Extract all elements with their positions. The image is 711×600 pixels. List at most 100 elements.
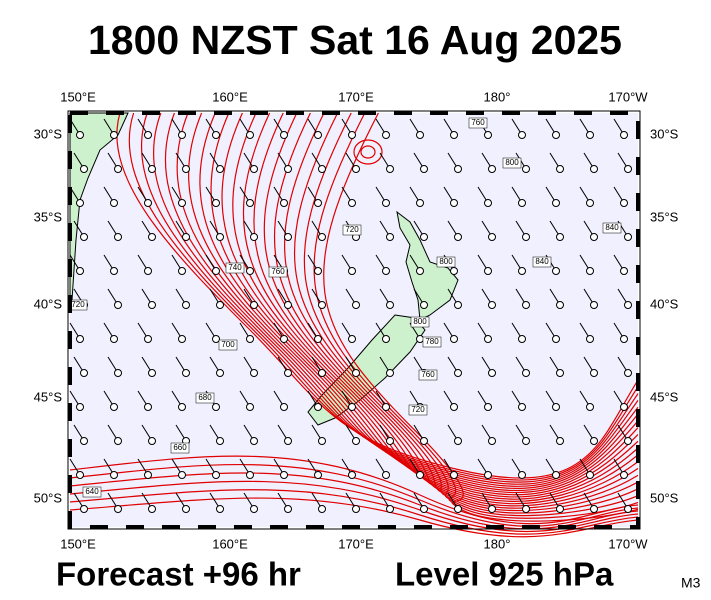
lat-label: 30°S	[34, 126, 63, 141]
station	[416, 131, 424, 139]
station	[212, 403, 220, 411]
station	[314, 267, 322, 275]
station	[624, 505, 632, 513]
station	[114, 437, 122, 445]
station	[386, 165, 394, 173]
station	[212, 335, 220, 343]
station	[182, 505, 190, 513]
station	[80, 437, 88, 445]
station	[284, 301, 292, 309]
station	[178, 267, 186, 275]
station	[590, 301, 598, 309]
station	[348, 131, 356, 139]
station	[284, 165, 292, 173]
station	[280, 403, 288, 411]
contour-label-box	[418, 369, 438, 381]
station	[314, 403, 322, 411]
station	[280, 199, 288, 207]
station	[280, 335, 288, 343]
station	[182, 369, 190, 377]
contour-label-box	[218, 339, 238, 351]
contour-label: 760	[471, 118, 485, 127]
contour	[69, 455, 639, 525]
station	[348, 471, 356, 479]
station	[76, 403, 84, 411]
contour-label-box	[436, 256, 456, 268]
station	[318, 165, 326, 173]
station	[216, 233, 224, 241]
station	[556, 369, 564, 377]
contour-label: 800	[505, 158, 519, 167]
station	[352, 165, 360, 173]
station	[454, 233, 462, 241]
contour-label: 760	[271, 267, 285, 276]
station	[624, 369, 632, 377]
contour	[116, 112, 639, 479]
station	[518, 471, 526, 479]
station	[114, 369, 122, 377]
station	[148, 233, 156, 241]
station	[488, 233, 496, 241]
station	[216, 505, 224, 513]
station	[552, 267, 560, 275]
station	[454, 301, 462, 309]
title: 1800 NZST Sat 16 Aug 2025	[88, 17, 622, 63]
station	[314, 471, 322, 479]
station	[318, 505, 326, 513]
station	[624, 437, 632, 445]
contour-label: 720	[411, 405, 425, 414]
contour-label-box	[408, 404, 428, 416]
station	[450, 471, 458, 479]
station	[348, 267, 356, 275]
level-label: Level 925 hPa	[395, 556, 614, 593]
contour-label-box	[602, 222, 622, 234]
station	[110, 403, 118, 411]
station	[590, 369, 598, 377]
model-label: M3	[681, 575, 701, 591]
contour-label: 780	[425, 337, 439, 346]
station	[76, 199, 84, 207]
station	[556, 437, 564, 445]
station	[212, 267, 220, 275]
station	[144, 131, 152, 139]
contour-label-box	[502, 157, 522, 169]
station	[246, 131, 254, 139]
lat-label: 30°S	[650, 126, 679, 141]
contour	[69, 497, 639, 538]
station	[148, 165, 156, 173]
station	[348, 335, 356, 343]
station	[280, 131, 288, 139]
forecast-label: Forecast +96 hr	[56, 556, 301, 593]
station	[382, 131, 390, 139]
station	[488, 505, 496, 513]
station	[246, 335, 254, 343]
station	[216, 437, 224, 445]
station	[314, 335, 322, 343]
station	[314, 199, 322, 207]
station	[488, 437, 496, 445]
station	[76, 471, 84, 479]
map-background	[70, 113, 638, 527]
station	[620, 131, 628, 139]
frame	[68, 111, 640, 529]
frame-outline	[67, 110, 641, 530]
contour	[188, 112, 639, 492]
station	[586, 267, 594, 275]
station	[348, 403, 356, 411]
station	[586, 131, 594, 139]
station	[586, 199, 594, 207]
contour-label: 800	[439, 257, 453, 266]
station	[624, 301, 632, 309]
station	[454, 165, 462, 173]
station	[624, 233, 632, 241]
station	[110, 335, 118, 343]
contour	[232, 112, 639, 500]
contour	[199, 112, 639, 494]
station	[552, 471, 560, 479]
contour-label-box	[342, 224, 362, 236]
station	[450, 403, 458, 411]
station	[522, 165, 530, 173]
lon-label: 170°E	[338, 89, 374, 104]
station	[382, 199, 390, 207]
